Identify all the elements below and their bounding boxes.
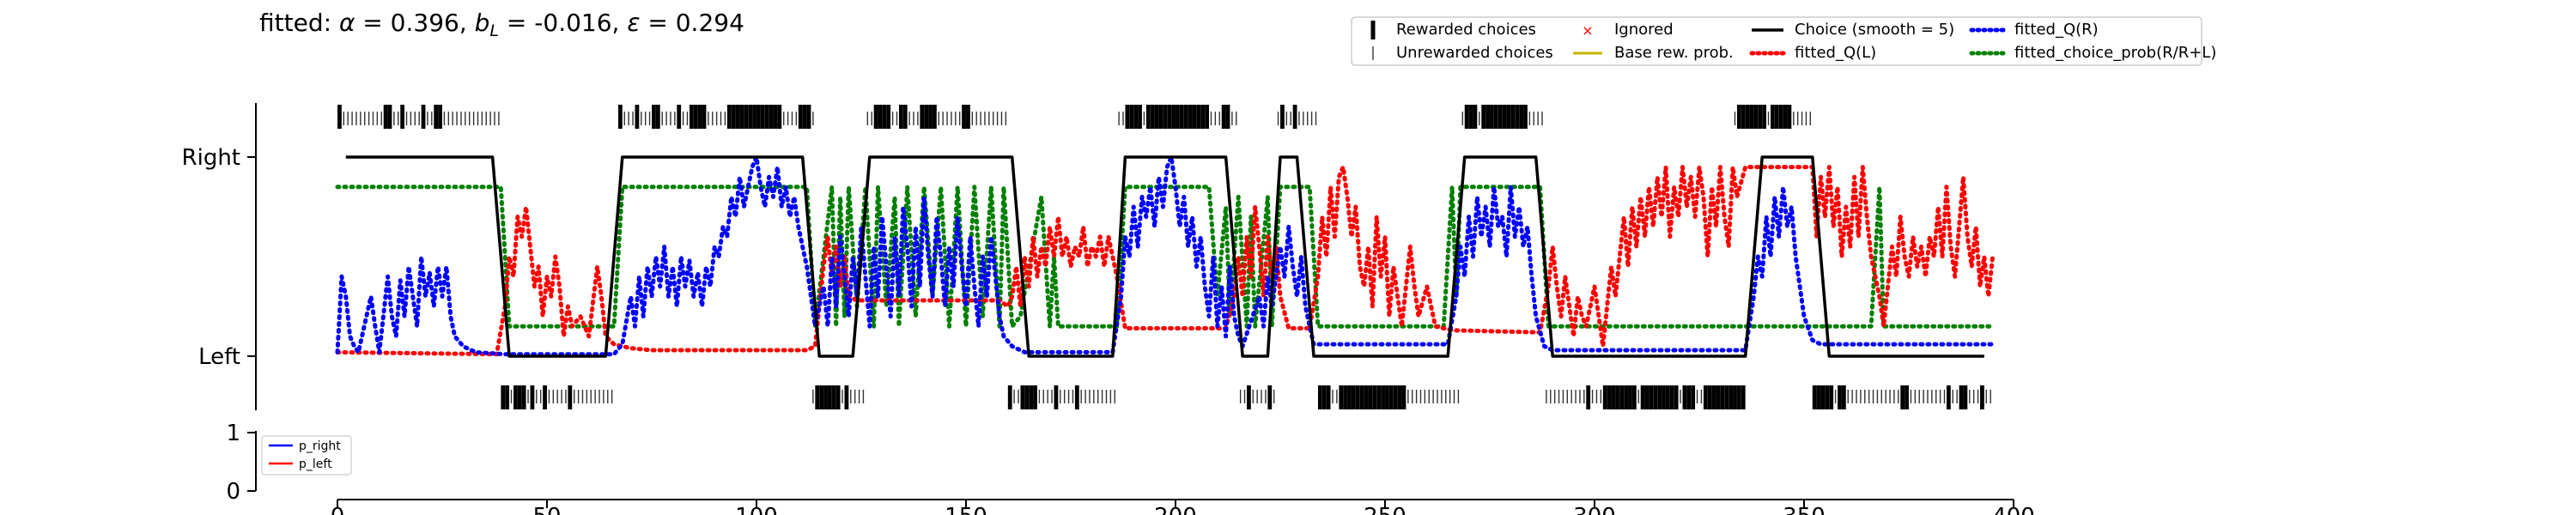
probability-axes: 1 0 0 50 100 150 200 250 300 350 400 p_right p_l…: [226, 421, 2034, 515]
legend-label-ql: fitted_Q(L): [1795, 44, 1876, 62]
x-tick-label: 100: [735, 504, 778, 515]
x-tick-label: 200: [1154, 504, 1197, 515]
legend-label-qr: fitted_Q(R): [2014, 21, 2099, 39]
legend-label-choice-prob: fitted_choice_prob(R/R+L): [2014, 44, 2216, 62]
legend-label-rewarded: Rewarded choices: [1396, 21, 1536, 39]
legend-label-base-prob: Base rew. prob.: [1614, 44, 1734, 62]
prob-legend-label-right: p_right: [299, 439, 341, 453]
x-tick-label: 150: [945, 504, 987, 515]
legend: Rewarded choices Unrewarded choices × Ig…: [1351, 16, 2216, 66]
legend-label-choice: Choice (smooth = 5): [1795, 21, 1954, 39]
series-layer: [335, 154, 1996, 358]
x-tick-label: 300: [1573, 504, 1616, 515]
legend-ignored-marker: ×: [1582, 22, 1593, 39]
main-plot-axes: Right Left: [182, 103, 257, 410]
prob-legend-label-left: p_left: [299, 457, 332, 471]
prob-y-tick-label-0: 0: [226, 479, 240, 505]
series-fitted-choice-prob-r-r-l: [335, 185, 1996, 329]
chart-title: fitted: α = 0.396, bL = -0.016, ε = 0.29…: [259, 9, 744, 40]
x-ticks: 0 50 100 150 200 250 300 350 400: [331, 500, 2035, 515]
choice-rasters: [337, 105, 1991, 409]
x-tick-label: 0: [331, 504, 345, 515]
legend-label-ignored: Ignored: [1614, 21, 1674, 39]
x-tick-label: 400: [1992, 504, 2035, 515]
x-tick-label: 50: [532, 504, 561, 515]
prob-y-tick-label-1: 1: [226, 421, 240, 446]
x-tick-label: 350: [1783, 504, 1826, 515]
y-tick-label-right: Right: [182, 145, 240, 171]
series-choice-smooth-5: [345, 155, 1984, 358]
y-tick-label-left: Left: [198, 344, 240, 370]
series-fitted-q-r: [335, 154, 1996, 357]
legend-label-unrewarded: Unrewarded choices: [1396, 44, 1553, 62]
x-tick-label: 250: [1364, 504, 1406, 515]
